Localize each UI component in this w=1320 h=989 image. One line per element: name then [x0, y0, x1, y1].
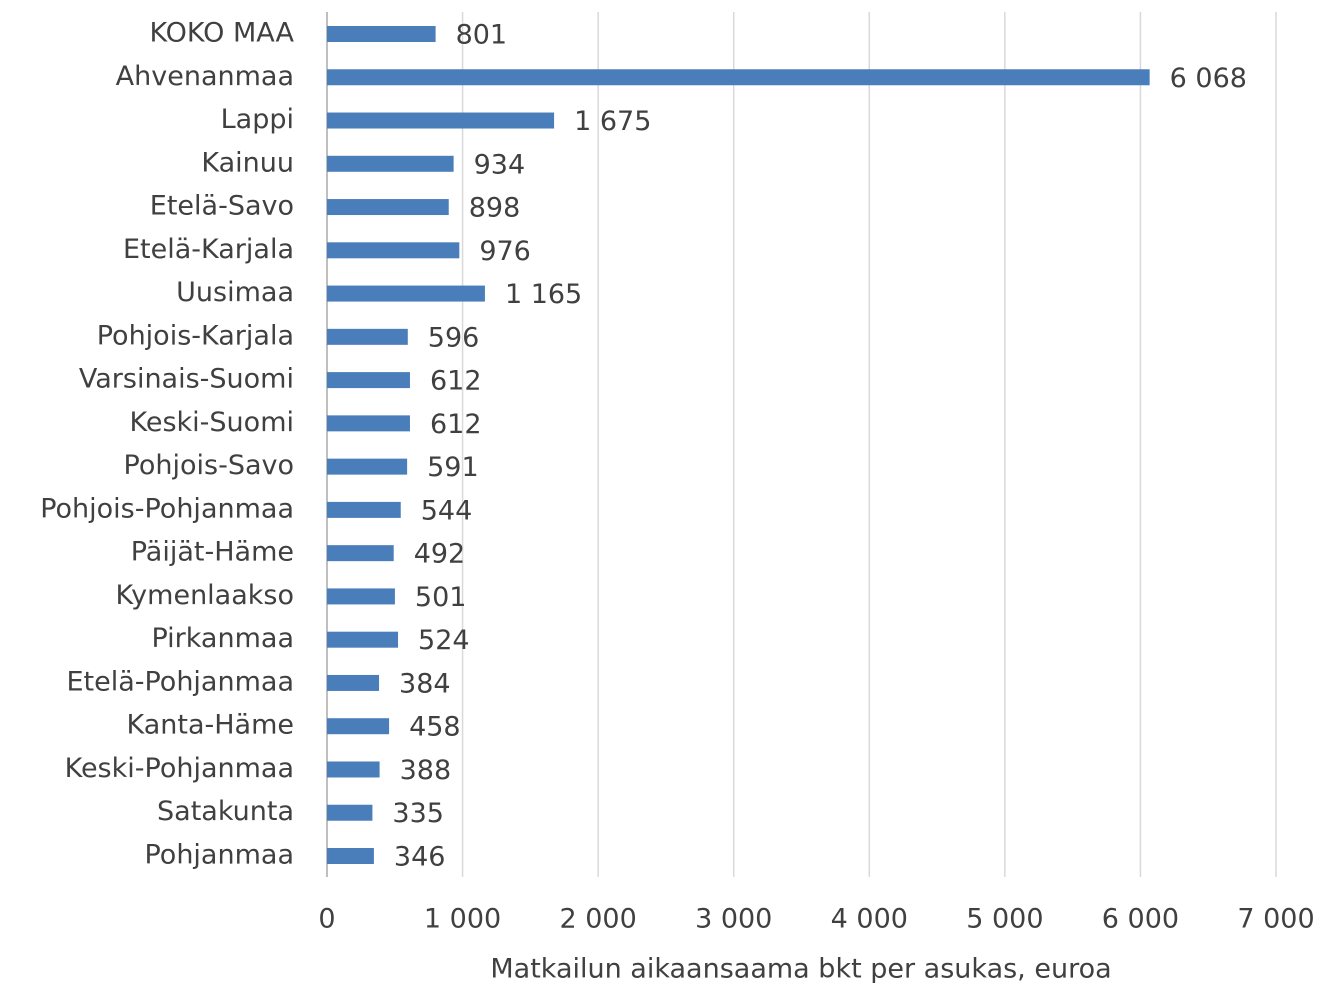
y-tick-label: Etelä-Karjala [123, 234, 294, 265]
bar [327, 26, 436, 42]
bar [327, 631, 399, 648]
y-tick-label: Pohjanmaa [144, 840, 294, 871]
data-label: 612 [430, 366, 482, 397]
bar [327, 761, 380, 778]
data-label: 458 [409, 712, 461, 743]
data-label: 335 [392, 798, 444, 829]
y-tick-label: Kainuu [201, 147, 294, 178]
bar [327, 155, 454, 172]
data-label: 544 [421, 495, 473, 526]
bar [327, 69, 1150, 86]
y-tick-label: Satakunta [157, 796, 294, 827]
data-label: 6 068 [1170, 63, 1247, 94]
data-label: 1 165 [505, 279, 582, 310]
y-tick-label: Pohjois-Savo [124, 450, 294, 481]
bar [327, 328, 408, 345]
y-tick-label: Etelä-Pohjanmaa [66, 666, 294, 697]
y-tick-label: Pirkanmaa [151, 623, 294, 654]
data-label: 934 [474, 149, 526, 180]
bar [327, 372, 410, 389]
x-tick-label: 3 000 [695, 904, 772, 935]
data-label: 388 [400, 755, 452, 786]
y-tick-label: Pohjois-Karjala [97, 320, 294, 351]
x-tick-label: 1 000 [424, 904, 501, 935]
y-tick-label: KOKO MAA [149, 18, 294, 49]
x-tick-label: 2 000 [559, 904, 636, 935]
bar [327, 718, 390, 735]
y-tick-label: Kanta-Häme [126, 710, 294, 741]
data-label: 612 [430, 409, 482, 440]
x-axis-title: Matkailun aikaansaama bkt per asukas, eu… [490, 954, 1111, 985]
bar [327, 199, 449, 216]
y-tick-label: Pohjois-Pohjanmaa [40, 493, 294, 524]
x-tick-label: 6 000 [1102, 904, 1179, 935]
data-label: 591 [427, 452, 479, 483]
y-tick-label: Kymenlaakso [115, 580, 294, 611]
data-label: 898 [469, 193, 521, 224]
x-tick-label: 7 000 [1237, 904, 1314, 935]
y-tick-label: Uusimaa [176, 277, 294, 308]
y-tick-label: Päijät-Häme [131, 537, 294, 568]
data-label: 501 [415, 582, 467, 613]
data-label: 1 675 [574, 106, 651, 137]
y-tick-label: Ahvenanmaa [116, 61, 294, 92]
bar [327, 588, 395, 605]
bar [327, 501, 401, 518]
bar [327, 674, 380, 691]
bar [327, 848, 374, 864]
x-tick-label: 5 000 [966, 904, 1043, 935]
data-label: 976 [479, 236, 531, 267]
data-label: 596 [428, 322, 480, 353]
data-label: 346 [394, 842, 446, 873]
y-tick-label: Varsinais-Suomi [79, 364, 294, 395]
data-label: 524 [418, 625, 470, 656]
y-tick-label: Keski-Pohjanmaa [65, 753, 294, 784]
bar [327, 112, 555, 129]
data-label: 801 [456, 20, 508, 51]
data-label: 384 [399, 668, 451, 699]
data-label: 492 [414, 539, 466, 570]
bar [327, 804, 373, 821]
bar [327, 242, 460, 259]
bar [327, 545, 394, 562]
y-tick-label: Etelä-Savo [150, 191, 294, 222]
x-tick-label: 0 [318, 904, 335, 935]
bar [327, 285, 485, 302]
bar [327, 458, 408, 475]
y-tick-label: Lappi [221, 104, 294, 135]
y-tick-label: Keski-Suomi [130, 407, 295, 438]
x-tick-label: 4 000 [831, 904, 908, 935]
bar [327, 415, 410, 432]
